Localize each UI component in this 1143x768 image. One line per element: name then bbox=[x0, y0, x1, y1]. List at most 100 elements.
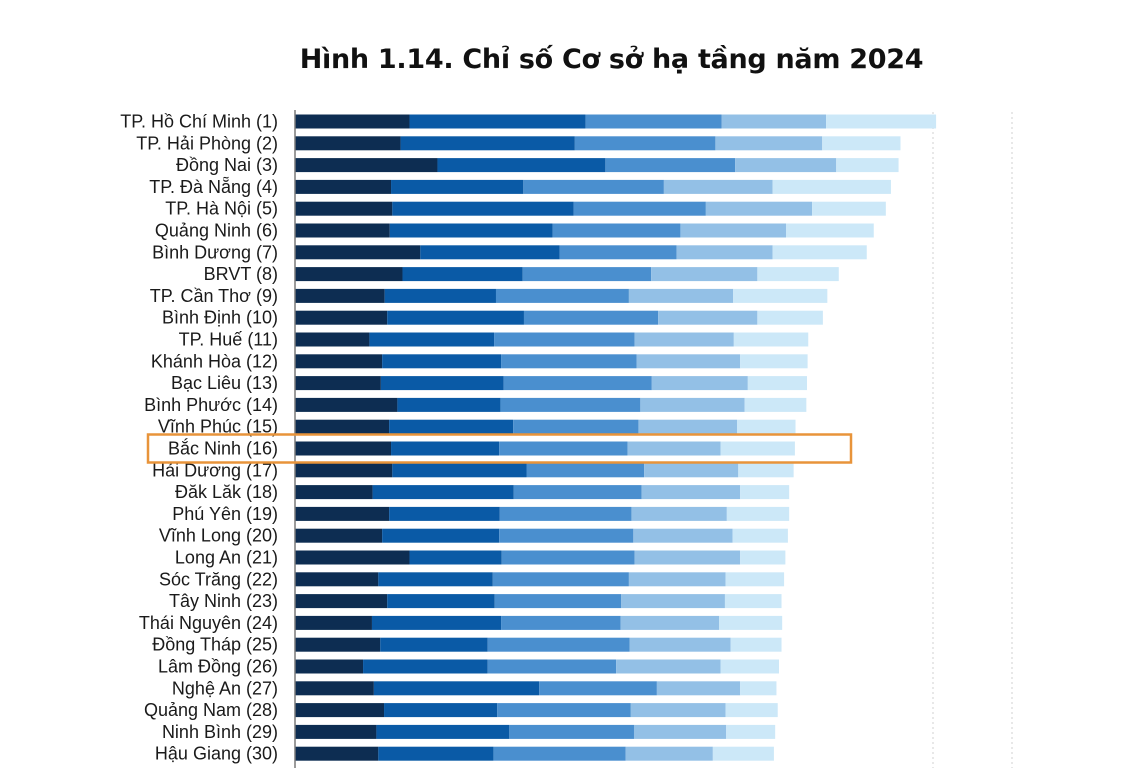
bar-segment bbox=[640, 397, 745, 412]
bar-segment bbox=[628, 288, 734, 303]
bar-segment bbox=[363, 659, 488, 674]
bar-segment bbox=[295, 572, 379, 587]
category-label: TP. Cần Thơ (9) bbox=[150, 286, 278, 306]
bar-segment bbox=[740, 485, 790, 500]
bar-segment bbox=[621, 594, 725, 609]
bar-segment bbox=[822, 136, 901, 151]
bar-segment bbox=[497, 703, 631, 718]
bar-segment bbox=[500, 397, 641, 412]
bar-segment bbox=[629, 637, 731, 652]
bar-segment bbox=[373, 681, 540, 696]
bar-segment bbox=[585, 114, 722, 129]
bar-segment bbox=[295, 659, 364, 674]
bar-segment bbox=[295, 419, 390, 434]
bar-segment bbox=[387, 594, 495, 609]
bar-segment bbox=[651, 267, 758, 282]
bar-segment bbox=[382, 528, 500, 543]
category-label: Nghệ An (27) bbox=[172, 678, 278, 698]
bar-segment bbox=[737, 419, 796, 434]
bar-segment bbox=[636, 354, 741, 369]
bar-segment bbox=[295, 703, 385, 718]
bar-segment bbox=[656, 681, 741, 696]
bar-segment bbox=[295, 681, 374, 696]
bar-segment bbox=[499, 506, 632, 521]
category-label: Thái Nguyên (24) bbox=[139, 613, 278, 633]
bar-segment bbox=[620, 615, 720, 630]
bar-segment bbox=[631, 506, 727, 521]
bar-segment bbox=[812, 201, 886, 216]
highlight-box bbox=[146, 433, 853, 464]
bar-segment bbox=[391, 441, 500, 456]
category-label: Đăk Lăk (18) bbox=[175, 482, 278, 502]
bar-segment bbox=[641, 485, 741, 500]
bar-segment bbox=[392, 201, 574, 216]
bar-segment bbox=[295, 136, 401, 151]
category-label: Khánh Hòa (12) bbox=[151, 351, 278, 371]
category-label: Quảng Nam (28) bbox=[144, 700, 278, 720]
category-label: TP. Hải Phòng (2) bbox=[136, 133, 278, 153]
bar-segment bbox=[705, 201, 813, 216]
bar-segment bbox=[492, 572, 629, 587]
bar-segment bbox=[295, 724, 377, 739]
category-label: Long An (21) bbox=[175, 548, 278, 568]
bar-segment bbox=[733, 288, 828, 303]
bar-segment bbox=[295, 397, 398, 412]
bar-segment bbox=[501, 354, 637, 369]
bar-segment bbox=[295, 310, 388, 325]
bar-segment bbox=[539, 681, 657, 696]
bar-segment bbox=[785, 223, 874, 238]
category-label: Bình Định (10) bbox=[162, 308, 278, 328]
category-label: Ninh Bình (29) bbox=[162, 722, 278, 742]
bar-segment bbox=[387, 310, 524, 325]
category-label: Hậu Giang (30) bbox=[155, 744, 278, 764]
bar-segment bbox=[371, 615, 502, 630]
bar-segment bbox=[712, 746, 774, 761]
bar-segment bbox=[772, 179, 891, 194]
bar-segment bbox=[494, 594, 622, 609]
bar-segment bbox=[295, 332, 370, 347]
bar-segment bbox=[513, 419, 639, 434]
bar-segment bbox=[376, 724, 510, 739]
category-label: TP. Huế (11) bbox=[179, 330, 278, 350]
bar-segment bbox=[384, 288, 496, 303]
category-label: Tây Ninh (23) bbox=[169, 591, 278, 611]
bar-segment bbox=[740, 354, 808, 369]
bar-segment bbox=[651, 376, 748, 391]
bar-segment bbox=[826, 114, 937, 129]
bar-segment bbox=[719, 615, 783, 630]
bar-segment bbox=[501, 550, 635, 565]
bar-segment bbox=[369, 332, 495, 347]
category-label: Bắc Ninh (16) bbox=[168, 438, 278, 459]
bar-segment bbox=[295, 506, 390, 521]
bar-segment bbox=[295, 746, 379, 761]
category-label: Bạc Liêu (13) bbox=[171, 373, 278, 393]
category-label: BRVT (8) bbox=[204, 264, 278, 284]
bar-segment bbox=[397, 397, 501, 412]
bar-segment bbox=[634, 550, 741, 565]
bar-segment bbox=[295, 441, 392, 456]
bar-segment bbox=[295, 158, 438, 173]
bar-segment bbox=[726, 506, 790, 521]
category-label: Vĩnh Long (20) bbox=[159, 526, 278, 546]
bar-segment bbox=[499, 528, 634, 543]
bar-segment bbox=[523, 179, 664, 194]
bar-segment bbox=[747, 376, 807, 391]
bar-segment bbox=[757, 267, 839, 282]
bar-segment bbox=[487, 659, 617, 674]
bar-segment bbox=[409, 550, 502, 565]
bar-segment bbox=[721, 114, 827, 129]
bar-segment bbox=[295, 463, 393, 478]
category-label: Quảng Ninh (6) bbox=[155, 221, 278, 241]
bar-segment bbox=[295, 201, 393, 216]
chart-title: Hình 1.14. Chỉ số Cơ sở hạ tầng năm 2024 bbox=[299, 44, 924, 75]
bar-segment bbox=[499, 441, 628, 456]
bar-segment bbox=[493, 746, 626, 761]
bar-segment bbox=[295, 114, 410, 129]
bar-segment bbox=[295, 594, 388, 609]
bar-segment bbox=[552, 223, 681, 238]
bar-segment bbox=[523, 310, 659, 325]
bar-segment bbox=[382, 354, 502, 369]
bar-segment bbox=[501, 615, 621, 630]
bar-segment bbox=[378, 572, 493, 587]
